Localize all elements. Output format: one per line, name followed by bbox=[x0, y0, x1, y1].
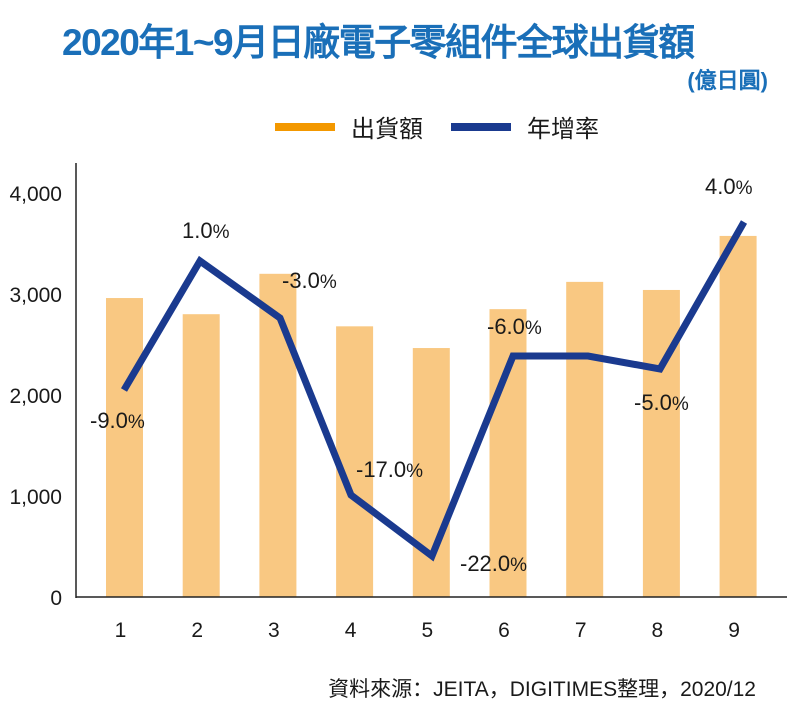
growth-label-month-3: -3.0% bbox=[282, 268, 337, 293]
growth-label-month-8: -5.0% bbox=[634, 390, 689, 415]
legend-label-growth: 年增率 bbox=[527, 116, 599, 143]
bar-series-shipments bbox=[106, 235, 757, 598]
x-tick-label: 2 bbox=[191, 619, 203, 642]
growth-label-month-1: -9.0% bbox=[90, 408, 145, 433]
chart-axes bbox=[75, 163, 787, 598]
legend-swatch-shipments bbox=[275, 122, 335, 131]
growth-label-month-5: -22.0% bbox=[460, 551, 527, 576]
x-tick-label: 4 bbox=[345, 619, 357, 642]
x-axis-ticks: 1 2 3 4 5 6 7 8 9 bbox=[115, 619, 740, 642]
legend-swatch-growth bbox=[451, 122, 511, 131]
y-tick-label: 4,000 bbox=[9, 183, 62, 206]
x-tick-label: 7 bbox=[575, 619, 587, 642]
x-tick-label: 9 bbox=[728, 619, 740, 642]
x-tick-label: 5 bbox=[421, 619, 433, 642]
growth-label-month-2: 1.0% bbox=[182, 218, 230, 243]
bar-month-1 bbox=[106, 298, 143, 597]
source-note: 資料來源：JEITA，DIGITIMES整理，2020/12 bbox=[328, 678, 756, 701]
chart-unit-subtitle: (億日圓) bbox=[687, 68, 768, 93]
line-series-growth bbox=[120, 220, 748, 562]
x-tick-label: 1 bbox=[115, 619, 127, 642]
growth-data-labels: -9.0% 1.0% -3.0% -17.0% -22.0% -6.0% -5.0% 4.0% bbox=[90, 174, 753, 576]
y-axis-ticks: 0 1,000 2,000 3,000 4,000 bbox=[9, 183, 62, 610]
bar-month-9 bbox=[719, 235, 757, 598]
growth-label-month-4: -17.0% bbox=[356, 457, 423, 482]
bar-month-7 bbox=[566, 281, 604, 597]
bar-month-4 bbox=[336, 326, 374, 597]
y-tick-label: 3,000 bbox=[9, 284, 62, 307]
chart-title: 2020年1~9月日廠電子零組件全球出貨額 bbox=[62, 22, 695, 63]
bar-month-3 bbox=[259, 273, 297, 597]
y-tick-label: 0 bbox=[50, 587, 62, 610]
bar-month-8 bbox=[642, 289, 680, 597]
legend-label-shipments: 出貨額 bbox=[351, 116, 423, 143]
x-tick-label: 3 bbox=[268, 619, 280, 642]
y-tick-label: 1,000 bbox=[9, 486, 62, 509]
x-tick-label: 8 bbox=[652, 619, 664, 642]
growth-label-month-6: -6.0% bbox=[487, 314, 542, 339]
chart-legend: 出貨額 年增率 bbox=[275, 109, 627, 144]
bar-month-2 bbox=[182, 314, 220, 597]
x-tick-label: 6 bbox=[498, 619, 510, 642]
y-tick-label: 2,000 bbox=[9, 385, 62, 408]
growth-label-month-9: 4.0% bbox=[705, 174, 753, 199]
